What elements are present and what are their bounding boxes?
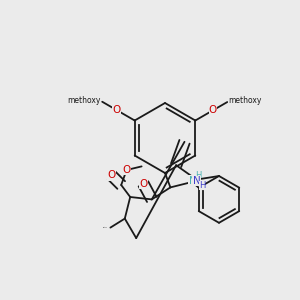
Text: O: O [112, 105, 121, 115]
Text: methoxy: methoxy [67, 96, 101, 105]
Text: H: H [195, 172, 201, 181]
Text: O: O [139, 179, 148, 189]
Text: O: O [107, 170, 116, 180]
Text: methyl: methyl [103, 227, 108, 228]
Text: N: N [193, 176, 200, 186]
Text: methoxy: methoxy [228, 96, 262, 105]
Text: O: O [122, 165, 131, 175]
Text: O: O [209, 105, 217, 115]
Text: H: H [199, 181, 205, 190]
Text: N: N [189, 176, 196, 185]
